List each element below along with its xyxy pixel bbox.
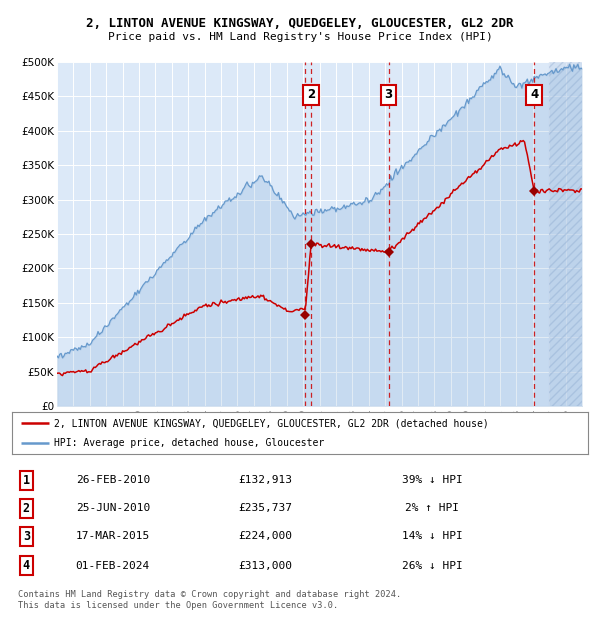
Text: 1: 1 bbox=[23, 474, 30, 487]
Bar bbox=[549, 62, 582, 406]
Text: £313,000: £313,000 bbox=[238, 560, 292, 570]
Text: 2, LINTON AVENUE KINGSWAY, QUEDGELEY, GLOUCESTER, GL2 2DR (detached house): 2, LINTON AVENUE KINGSWAY, QUEDGELEY, GL… bbox=[54, 418, 489, 428]
Bar bbox=[549, 62, 582, 406]
Text: 39% ↓ HPI: 39% ↓ HPI bbox=[402, 476, 463, 485]
Text: HPI: Average price, detached house, Gloucester: HPI: Average price, detached house, Glou… bbox=[54, 438, 324, 448]
Text: 2: 2 bbox=[307, 88, 315, 101]
Text: £235,737: £235,737 bbox=[238, 503, 292, 513]
Text: 26% ↓ HPI: 26% ↓ HPI bbox=[402, 560, 463, 570]
Text: 2: 2 bbox=[23, 502, 30, 515]
Text: 01-FEB-2024: 01-FEB-2024 bbox=[76, 560, 150, 570]
Text: 26-FEB-2010: 26-FEB-2010 bbox=[76, 476, 150, 485]
Text: 2% ↑ HPI: 2% ↑ HPI bbox=[406, 503, 460, 513]
Text: 14% ↓ HPI: 14% ↓ HPI bbox=[402, 531, 463, 541]
Text: 25-JUN-2010: 25-JUN-2010 bbox=[76, 503, 150, 513]
Text: £224,000: £224,000 bbox=[238, 531, 292, 541]
Text: 2, LINTON AVENUE KINGSWAY, QUEDGELEY, GLOUCESTER, GL2 2DR: 2, LINTON AVENUE KINGSWAY, QUEDGELEY, GL… bbox=[86, 17, 514, 30]
Text: £132,913: £132,913 bbox=[238, 476, 292, 485]
Text: 3: 3 bbox=[385, 88, 392, 101]
Text: 3: 3 bbox=[23, 530, 30, 543]
Text: 4: 4 bbox=[23, 559, 30, 572]
Text: 17-MAR-2015: 17-MAR-2015 bbox=[76, 531, 150, 541]
Text: 4: 4 bbox=[530, 88, 538, 101]
Text: Price paid vs. HM Land Registry's House Price Index (HPI): Price paid vs. HM Land Registry's House … bbox=[107, 32, 493, 42]
Text: Contains HM Land Registry data © Crown copyright and database right 2024.
This d: Contains HM Land Registry data © Crown c… bbox=[18, 590, 401, 609]
